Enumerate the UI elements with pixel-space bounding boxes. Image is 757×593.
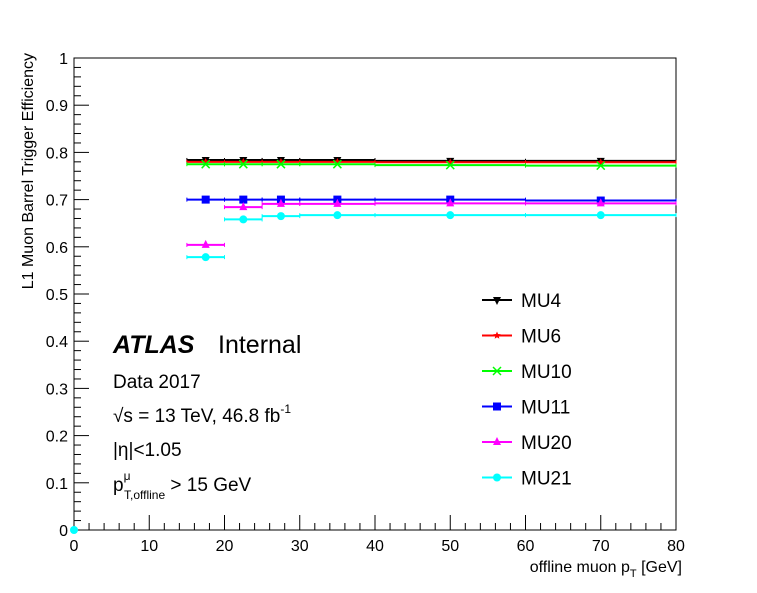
y-tick-label: 0.5 [46, 287, 68, 304]
data-point [493, 402, 501, 411]
y-tick-label: 0.3 [46, 381, 68, 398]
legend-item-mu4: MU4 [482, 291, 562, 312]
data-point [446, 198, 455, 207]
x-tick-label: 70 [592, 538, 610, 555]
data-point [333, 211, 342, 220]
energy-label: √s = 13 TeV, 46.8 fb-1 [113, 402, 291, 427]
data-point [596, 211, 605, 220]
data-point [446, 211, 455, 220]
series-layer [70, 156, 677, 534]
legend-label: MU6 [521, 327, 561, 348]
legend-label: MU11 [521, 398, 570, 419]
y-tick-label: 1 [59, 51, 68, 68]
legend-item-mu11: MU11 [482, 398, 570, 419]
x-tick-label: 10 [140, 538, 158, 555]
data-point [276, 159, 286, 169]
x-tick-label: 80 [667, 538, 685, 555]
data-point [201, 239, 210, 248]
legend: MU4 MU6 MU10 MU11 MU20 MU21 [482, 291, 572, 490]
x-tick-label: 30 [291, 538, 309, 555]
data-point [201, 159, 211, 169]
y-axis: 0 0.1 0.2 0.3 0.4 0.5 0.6 0.7 0.8 0.9 1 [46, 51, 89, 540]
data-point [201, 195, 210, 204]
data-point [332, 159, 342, 169]
data-point [596, 161, 606, 171]
series-mu10 [186, 159, 677, 171]
y-tick-label: 0.1 [46, 476, 68, 493]
legend-label: MU20 [521, 433, 572, 454]
data-point [596, 198, 605, 207]
y-tick-label: 0.7 [46, 193, 68, 210]
x-tick-label: 50 [441, 538, 459, 555]
x-axis: 0 10 20 30 40 50 60 70 80 [70, 515, 685, 555]
status-label: Internal [218, 331, 301, 359]
series-mu20 [186, 198, 677, 248]
x-axis-label: offline muon pT [GeV] [530, 559, 682, 580]
y-axis-label: L1 Muon Barrel Trigger Efficiency [20, 53, 37, 289]
x-tick-label: 60 [517, 538, 535, 555]
legend-label: MU10 [521, 362, 572, 383]
legend-item-mu21: MU21 [482, 469, 572, 490]
data-point [492, 366, 502, 376]
data-point [239, 195, 248, 204]
data-point [445, 160, 455, 170]
y-tick-label: 0.2 [46, 429, 68, 446]
x-tick-label: 20 [216, 538, 234, 555]
data-point [493, 473, 501, 482]
data-point [238, 159, 248, 169]
legend-item-mu20: MU20 [482, 433, 572, 454]
y-tick-label: 0.9 [46, 98, 68, 115]
data-point [201, 253, 210, 262]
data-point [276, 198, 285, 207]
x-tick-label: 40 [366, 538, 384, 555]
legend-item-mu10: MU10 [482, 362, 572, 383]
atlas-label: ATLAS [112, 331, 195, 359]
legend-label: MU4 [521, 291, 562, 312]
pt-cut-label: pμ T,offline > 15 GeV [113, 469, 252, 502]
y-tick-label: 0.8 [46, 145, 68, 162]
data-point [493, 437, 501, 445]
data-point [493, 297, 501, 305]
y-tick-label: 0 [59, 523, 68, 540]
eta-cut-label: |η|<1.05 [113, 440, 182, 461]
data-point [239, 215, 248, 224]
legend-label: MU21 [521, 469, 572, 490]
data-point [239, 202, 248, 211]
legend-item-mu6: MU6 [482, 327, 561, 348]
data-point [493, 331, 501, 339]
series-mu21 [186, 211, 677, 262]
x-tick-label: 0 [70, 538, 79, 555]
data-point [333, 198, 342, 207]
data-point [70, 526, 78, 534]
y-tick-label: 0.6 [46, 240, 68, 257]
dataset-label: Data 2017 [113, 372, 201, 393]
data-point [276, 212, 285, 221]
y-tick-label: 0.4 [46, 334, 68, 351]
